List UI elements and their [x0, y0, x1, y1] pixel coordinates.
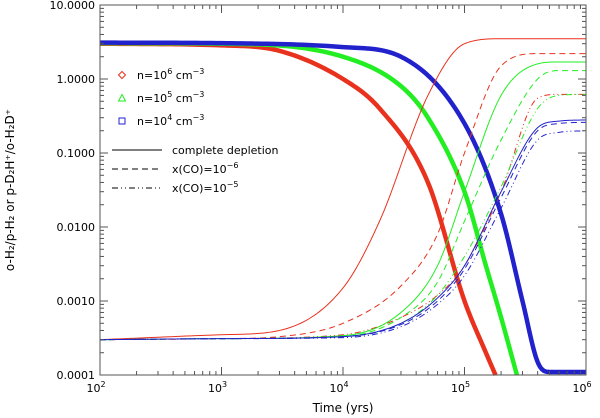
x-tick-label: 102: [86, 380, 105, 395]
y-tick-label: 0.0100: [57, 221, 96, 234]
x-tick-label: 106: [572, 380, 591, 395]
legend-marker-square: [118, 117, 126, 125]
series-line-10: [99, 121, 587, 341]
legend-label-style: complete depletion: [172, 144, 279, 157]
x-tick-label: 103: [208, 380, 227, 395]
series-line-3: [99, 38, 586, 341]
legend: n=106 cm−3 n=105 cm−3 n=104 cm−3 complete d…: [112, 67, 279, 195]
legend-label-density: n=106 cm−3: [137, 67, 204, 82]
x-tick-label: 104: [329, 380, 348, 395]
series-layer: [99, 38, 587, 377]
y-tick-label: 0.0010: [57, 295, 96, 308]
series-line-8: [99, 93, 587, 341]
y-axis-label: o-H₂/p-H₂ or p-D₂H⁺/o-H₂D⁺: [3, 109, 17, 271]
legend-marker-triangle: [117, 93, 127, 102]
x-tick-label: 105: [451, 380, 470, 395]
legend-marker-diamond: [117, 70, 127, 80]
legend-label-style: x(CO)=10−5: [172, 180, 238, 195]
legend-label-density: n=105 cm−3: [137, 90, 204, 105]
legend-label-style: x(CO)=10−6: [172, 161, 238, 176]
ticks-layer: 102 103 104 105 106 0.0001 0.0010 0.0100 0.1000 1…: [50, 0, 592, 395]
y-tick-label: 0.1000: [57, 147, 96, 160]
y-tick-label: 10.0000: [50, 0, 96, 12]
y-tick-label: 0.0001: [57, 369, 96, 382]
series-line-2: [99, 40, 587, 375]
y-tick-label: 1.0000: [57, 73, 96, 86]
series-line-7: [99, 70, 586, 341]
series-line-5: [99, 93, 586, 341]
legend-label-density: n=104 cm−3: [137, 113, 204, 128]
x-axis-label: Time (yrs): [312, 401, 374, 415]
